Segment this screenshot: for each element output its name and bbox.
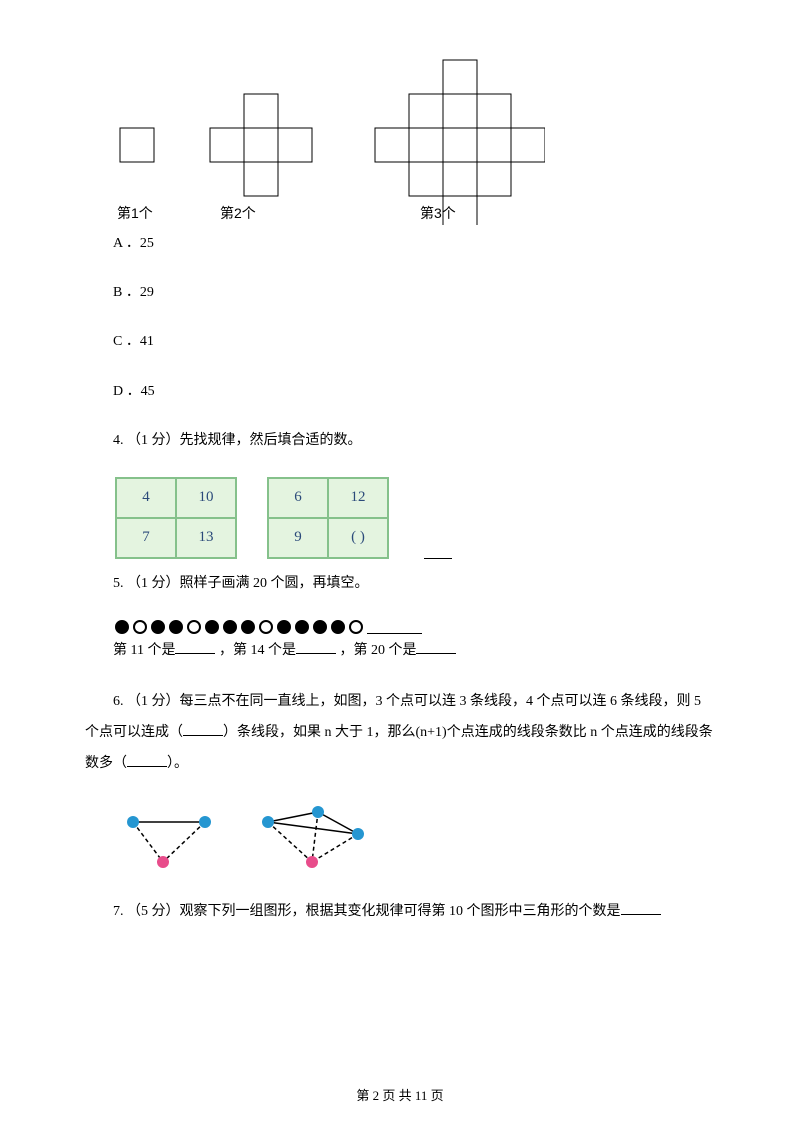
t1c: 13 <box>176 518 236 558</box>
blank <box>127 753 167 767</box>
q4-text: 4. （1 分）先找规律，然后填合适的数。 <box>85 428 715 453</box>
svg-text:第2个: 第2个 <box>220 205 256 221</box>
blank <box>367 620 422 634</box>
blank <box>416 640 456 654</box>
t1c: 4 <box>116 478 176 518</box>
q5-circles <box>115 620 715 634</box>
q4-tables: 410 713 612 9( ) <box>115 477 715 559</box>
q5a: 第 11 个是 <box>113 643 175 658</box>
blank <box>175 640 215 654</box>
filled-circle-icon <box>295 620 309 634</box>
pattern-svg: 第1个 第2个 第3个 <box>115 50 545 225</box>
t1c: 7 <box>116 518 176 558</box>
option-b: B ．29 <box>85 280 715 305</box>
pattern-figure: 第1个 第2个 第3个 <box>115 50 715 225</box>
svg-text:第3个: 第3个 <box>420 205 456 221</box>
t2c: 12 <box>328 478 388 518</box>
empty-circle-icon <box>349 620 363 634</box>
q5-fill: 第 11 个是 ，第 14 个是 ，第 20 个是 <box>85 638 715 663</box>
q6-figure <box>115 804 715 879</box>
q6-graph1 <box>115 804 225 879</box>
option-a: A ．25 <box>85 231 715 256</box>
q7-text: 7. （5 分）观察下列一组图形，根据其变化规律可得第 10 个图形中三角形的个… <box>85 899 715 924</box>
svg-text:第1个: 第1个 <box>117 205 153 221</box>
empty-circle-icon <box>187 620 201 634</box>
t1c: 10 <box>176 478 236 518</box>
option-d: D ．45 <box>85 379 715 404</box>
filled-circle-icon <box>115 620 129 634</box>
q5-text: 5. （1 分）照样子画满 20 个圆，再填空。 <box>85 571 715 596</box>
filled-circle-icon <box>331 620 345 634</box>
filled-circle-icon <box>241 620 255 634</box>
filled-circle-icon <box>205 620 219 634</box>
blank <box>183 722 223 736</box>
q4-table2: 612 9( ) <box>267 477 389 559</box>
filled-circle-icon <box>313 620 327 634</box>
page-footer: 第 2 页 共 11 页 <box>0 1084 800 1107</box>
filled-circle-icon <box>169 620 183 634</box>
empty-circle-icon <box>133 620 147 634</box>
blank <box>296 640 336 654</box>
empty-circle-icon <box>259 620 273 634</box>
q6-text: 6. （1 分）每三点不在同一直线上，如图，3 个点可以连 3 条线段，4 个点… <box>85 687 715 779</box>
q5c: ，第 20 个是 <box>339 643 416 658</box>
t2c: 6 <box>268 478 328 518</box>
q4-table1: 410 713 <box>115 477 237 559</box>
filled-circle-icon <box>277 620 291 634</box>
blank <box>621 901 661 915</box>
q6-graph2 <box>250 804 375 879</box>
t2c: 9 <box>268 518 328 558</box>
q4-underline <box>424 558 452 559</box>
filled-circle-icon <box>223 620 237 634</box>
q7-pre: 7. （5 分）观察下列一组图形，根据其变化规律可得第 10 个图形中三角形的个… <box>113 904 621 919</box>
filled-circle-icon <box>151 620 165 634</box>
q6-post: ）。 <box>167 756 188 771</box>
option-c: C ．41 <box>85 329 715 354</box>
t2c-blank: ( ) <box>328 518 388 558</box>
q5b: ，第 14 个是 <box>219 643 296 658</box>
